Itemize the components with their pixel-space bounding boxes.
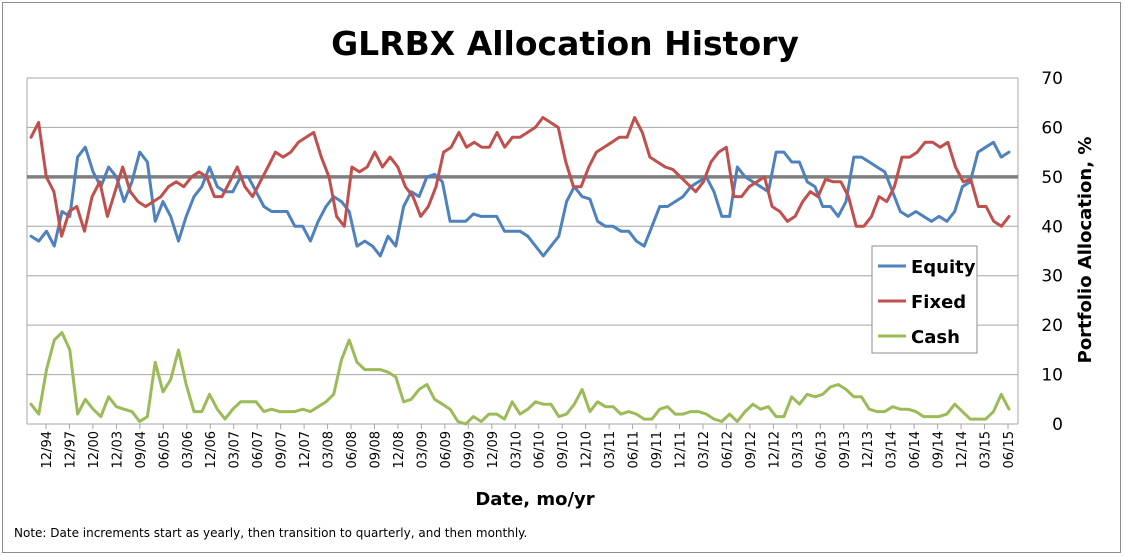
x-tick-label: 09/11 [650, 431, 665, 468]
x-tick-label: 06/09 [439, 431, 454, 468]
y-tick-label: 60 [1041, 118, 1063, 138]
x-axis-label: Date, mo/yr [475, 489, 594, 510]
x-tick-label: 03/14 [885, 431, 900, 468]
y-tick-label: 20 [1041, 316, 1063, 336]
legend-label-fixed: Fixed [911, 292, 966, 313]
series-line-cash [29, 331, 1011, 426]
y-tick-label: 30 [1041, 267, 1063, 287]
x-tick-label: 12/13 [861, 431, 876, 468]
x-tick-label: 03/11 [603, 431, 618, 468]
x-tick-label: 09/12 [744, 431, 759, 468]
x-tick-label: 09/14 [932, 431, 947, 468]
x-tick-label: 09/10 [556, 431, 571, 468]
x-tick-label: 12/06 [204, 431, 219, 468]
y-tick-label: 50 [1041, 168, 1063, 188]
y-tick-label: 0 [1052, 415, 1063, 435]
x-tick-label: 06/11 [627, 431, 642, 468]
x-tick-label: 12/00 [87, 431, 102, 468]
legend-label-cash: Cash [911, 327, 960, 348]
x-tick-label: 12/14 [955, 431, 970, 468]
x-tick-label: 09/04 [134, 431, 149, 468]
x-tick-label: 12/11 [674, 431, 689, 468]
y-axis-label: Portfolio Allocation, % [1075, 137, 1096, 364]
legend: Equity Fixed Cash [871, 245, 978, 354]
y-axis-ticks: 0 10 20 30 40 50 60 70 [1041, 69, 1063, 435]
y-tick-label: 10 [1041, 366, 1063, 386]
series-lines [29, 116, 1011, 426]
x-axis-ticks: 12/94 12/97 12/00 12/03 09/04 06/05 03/06 12/06… [40, 424, 1017, 468]
legend-label-equity: Equity [911, 257, 976, 278]
x-tick-label: 06/15 [1002, 431, 1017, 468]
x-tick-label: 03/12 [697, 431, 712, 468]
series-line-fixed [29, 116, 1011, 238]
x-tick-label: 09/13 [838, 431, 853, 468]
x-tick-label: 06/12 [720, 431, 735, 468]
y-tick-label: 70 [1041, 69, 1063, 89]
x-tick-label: 12/07 [298, 431, 313, 468]
x-tick-label: 06/14 [908, 431, 923, 468]
x-tick-label: 06/08 [345, 431, 360, 468]
x-tick-label: 12/10 [580, 431, 595, 468]
x-tick-label: 03/13 [791, 431, 806, 468]
x-tick-label: 09/08 [368, 431, 383, 468]
x-tick-label: 12/09 [486, 431, 501, 468]
x-tick-label: 12/94 [40, 431, 55, 468]
x-tick-label: 12/03 [110, 431, 125, 468]
x-tick-label: 06/07 [251, 431, 266, 468]
x-tick-label: 03/10 [509, 431, 524, 468]
gridlines [26, 77, 1019, 425]
chart-title: GLRBX Allocation History [331, 24, 799, 63]
x-tick-label: 06/05 [157, 431, 172, 468]
series-line-equity [29, 140, 1011, 258]
x-tick-label: 12/12 [767, 431, 782, 468]
x-tick-label: 03/09 [415, 431, 430, 468]
x-tick-label: 09/07 [275, 431, 290, 468]
x-tick-label: 09/09 [462, 431, 477, 468]
x-tick-label: 06/13 [814, 431, 829, 468]
x-tick-label: 03/08 [322, 431, 337, 468]
x-tick-label: 03/07 [228, 431, 243, 468]
x-tick-label: 06/10 [533, 431, 548, 468]
x-tick-label: 12/08 [392, 431, 407, 468]
y-tick-label: 40 [1041, 217, 1063, 237]
x-tick-label: 03/06 [181, 431, 196, 468]
x-tick-label: 03/15 [979, 431, 994, 468]
chart-note: Note: Date increments start as yearly, t… [14, 526, 527, 540]
x-tick-label: 12/97 [63, 431, 78, 468]
